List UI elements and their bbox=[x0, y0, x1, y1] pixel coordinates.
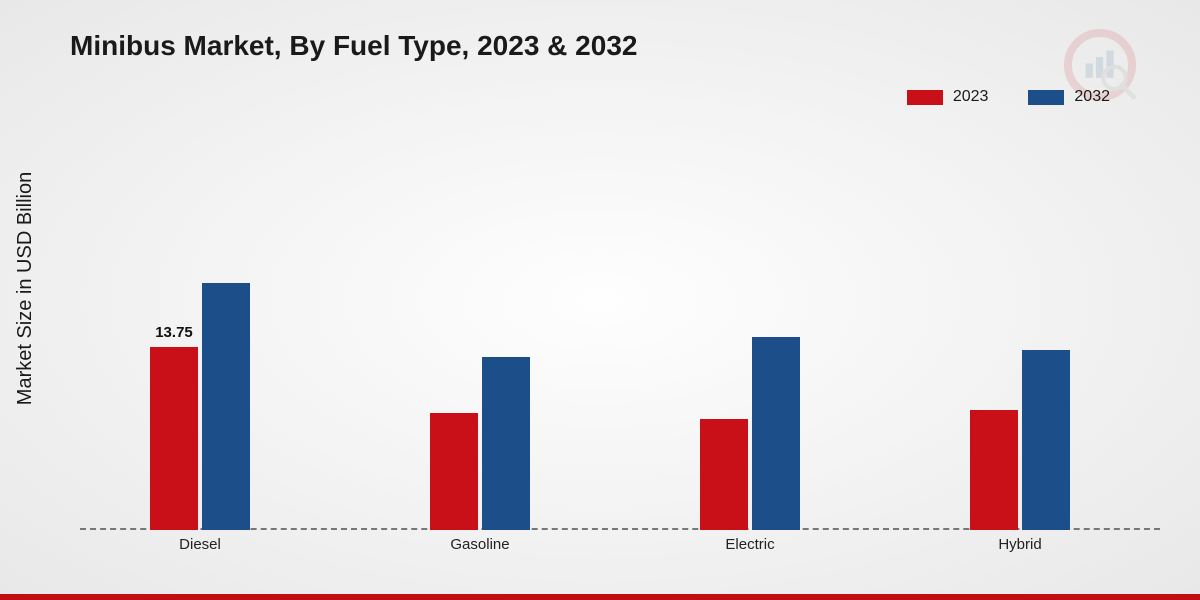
chart-title: Minibus Market, By Fuel Type, 2023 & 203… bbox=[70, 30, 637, 62]
category-label: Electric bbox=[660, 536, 840, 553]
legend-item-2023: 2023 bbox=[907, 88, 989, 106]
bar-group bbox=[660, 337, 840, 530]
legend-label-2023: 2023 bbox=[953, 88, 989, 106]
category-label: Gasoline bbox=[390, 536, 570, 553]
legend-swatch-2032 bbox=[1028, 90, 1064, 105]
category-label: Hybrid bbox=[930, 536, 1110, 553]
bar bbox=[202, 283, 250, 530]
bar-value-label: 13.75 bbox=[144, 324, 204, 341]
bar bbox=[700, 419, 748, 530]
x-axis-labels: Diesel Gasoline Electric Hybrid bbox=[80, 530, 1160, 560]
category-label: Diesel bbox=[110, 536, 290, 553]
bar bbox=[752, 337, 800, 530]
bar-group bbox=[930, 350, 1110, 530]
legend-label-2032: 2032 bbox=[1074, 88, 1110, 106]
bar bbox=[430, 413, 478, 530]
plot-area: 13.75 bbox=[80, 130, 1160, 530]
bar bbox=[970, 410, 1018, 530]
legend-swatch-2023 bbox=[907, 90, 943, 105]
bar bbox=[482, 357, 530, 530]
legend: 2023 2032 bbox=[907, 88, 1110, 106]
footer-accent-bar bbox=[0, 594, 1200, 600]
bar bbox=[1022, 350, 1070, 530]
bar bbox=[150, 347, 198, 530]
chart-canvas: Minibus Market, By Fuel Type, 2023 & 203… bbox=[0, 0, 1200, 600]
bar-group bbox=[390, 357, 570, 530]
legend-item-2032: 2032 bbox=[1028, 88, 1110, 106]
bar-group: 13.75 bbox=[110, 283, 290, 530]
